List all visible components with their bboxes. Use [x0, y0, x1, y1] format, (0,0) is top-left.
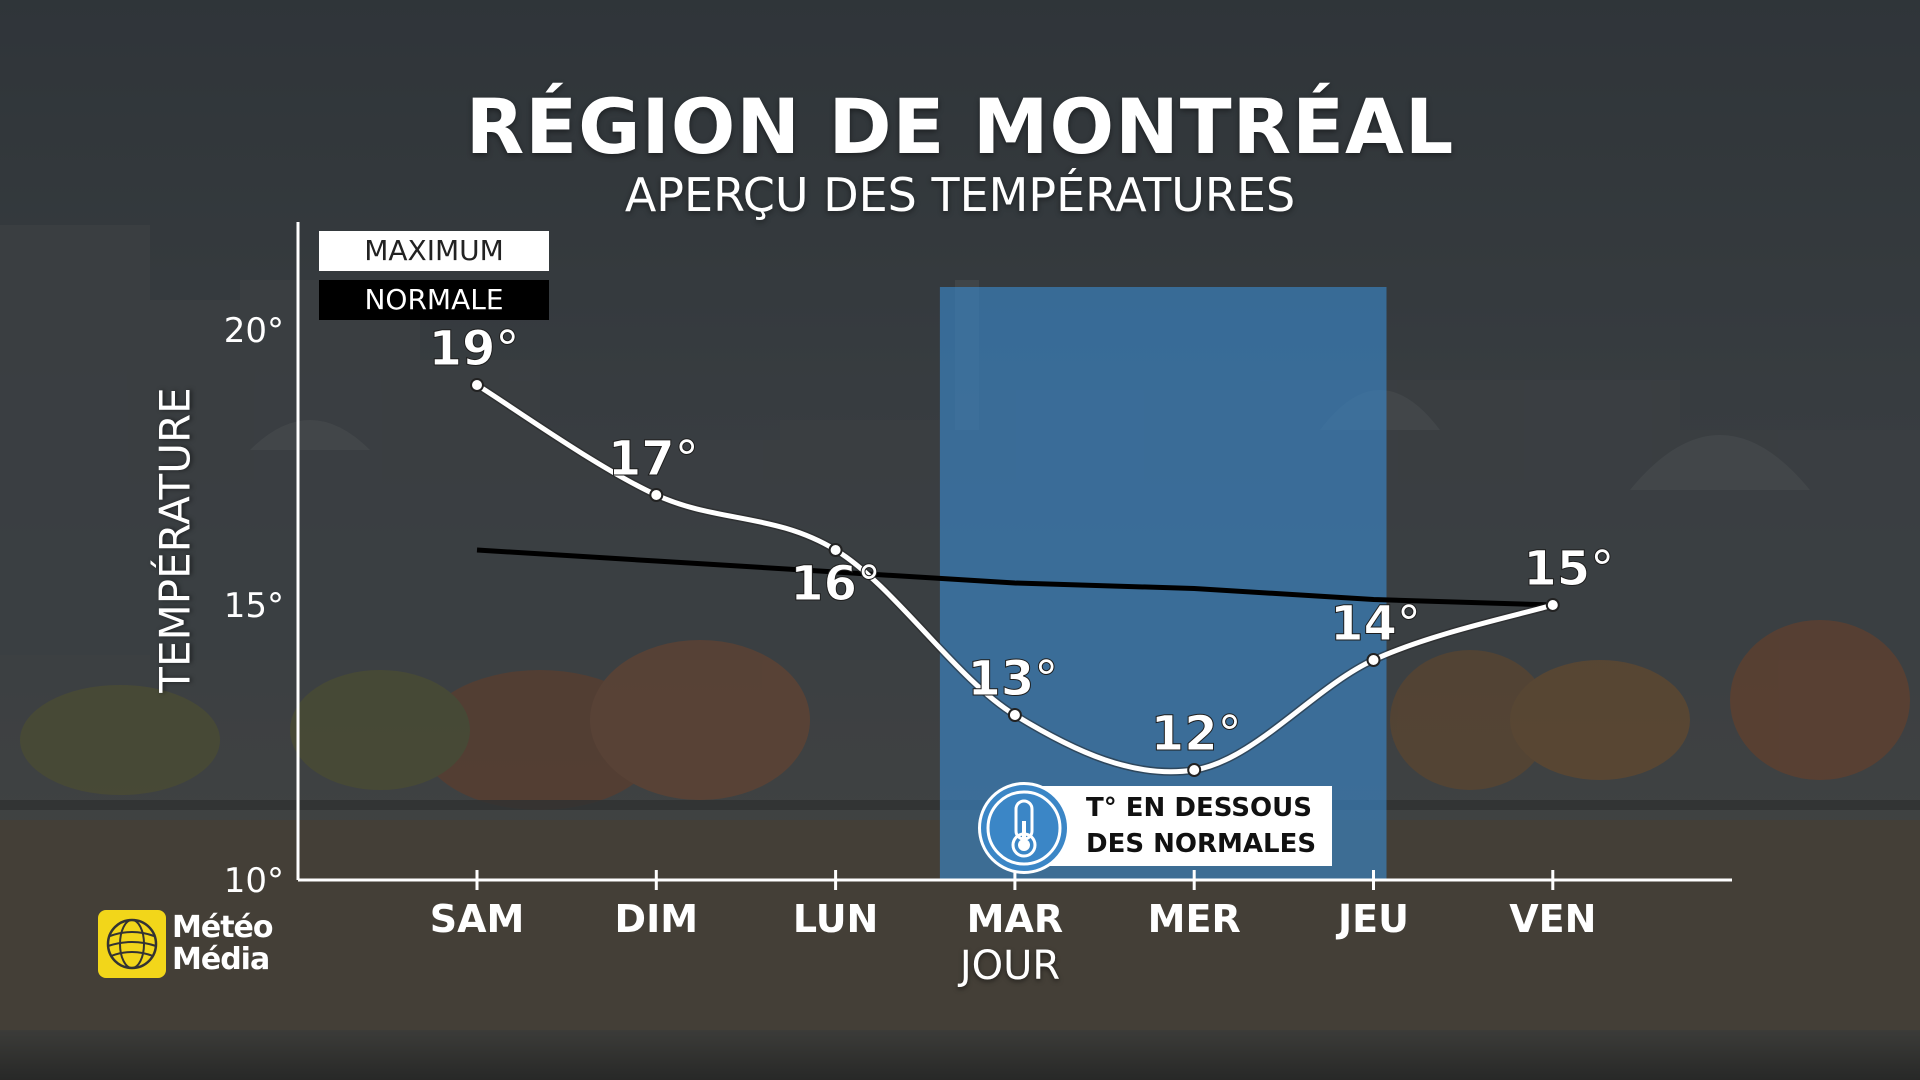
- series-normale-line: [476, 547, 1553, 608]
- thermometer-icon: [978, 782, 1070, 874]
- legend-maximum: MAXIMUM: [319, 231, 549, 271]
- logo-globe-icon: [98, 910, 166, 978]
- data-label-maximum: 12°: [1151, 706, 1242, 762]
- legend-normale: NORMALE: [319, 280, 549, 320]
- logo-line-1: Météo: [172, 910, 273, 945]
- y-tick-label: 10°: [224, 861, 284, 901]
- x-axis-ticks: SAM DIM LUN MAR MER JEU VEN: [430, 870, 1596, 941]
- x-tick-label: VEN: [1509, 897, 1596, 941]
- logo-line-2: Média: [172, 942, 270, 977]
- series-maximum-point: [470, 378, 484, 392]
- series-maximum-point: [649, 488, 664, 502]
- callout-line-2: DES NORMALES: [1086, 829, 1317, 859]
- chart-series: [470, 378, 1560, 777]
- data-label-maximum: 13°: [968, 651, 1059, 707]
- data-label-maximum: 17°: [608, 431, 699, 487]
- x-axis-label: JOUR: [959, 943, 1061, 989]
- y-axis-label: TEMPÉRATURE: [150, 387, 200, 693]
- logo-text: Météo Média: [172, 912, 273, 976]
- series-maximum-point: [1007, 708, 1022, 722]
- data-label-maximum: 14°: [1330, 596, 1421, 652]
- series-maximum-point: [828, 543, 843, 557]
- series-maximum-point: [1545, 598, 1560, 612]
- data-label-maximum: 19°: [429, 321, 520, 377]
- meteomedia-logo: Météo Média: [98, 910, 298, 980]
- callout-text: T° EN DESSOUS DES NORMALES: [1086, 790, 1332, 862]
- y-axis-ticks: 10° 15° 20°: [224, 311, 284, 901]
- x-tick-label: MER: [1148, 897, 1241, 941]
- x-tick-label: MAR: [967, 897, 1063, 941]
- series-maximum-point: [1187, 763, 1202, 777]
- page-subtitle: APERÇU DES TEMPÉRATURES: [624, 168, 1296, 222]
- x-tick-label: LUN: [793, 897, 879, 941]
- x-tick-label: JEU: [1335, 897, 1409, 941]
- series-maximum-point: [1366, 653, 1381, 667]
- data-labels: 19° 17° 16° 13° 12° 14° 15°: [428, 321, 1615, 763]
- callout-line-1: T° EN DESSOUS: [1086, 793, 1312, 823]
- callout-box: [1038, 786, 1332, 866]
- below-normal-callout: T° EN DESSOUS DES NORMALES: [978, 782, 1354, 874]
- x-tick-label: DIM: [615, 897, 699, 941]
- data-label-maximum: 15°: [1523, 541, 1614, 597]
- y-tick-label: 20°: [224, 311, 284, 351]
- page-title: RÉGION DE MONTRÉAL: [465, 82, 1455, 171]
- data-label-maximum: 16°: [790, 556, 881, 612]
- y-tick-label: 15°: [224, 586, 284, 626]
- x-tick-label: SAM: [430, 897, 525, 941]
